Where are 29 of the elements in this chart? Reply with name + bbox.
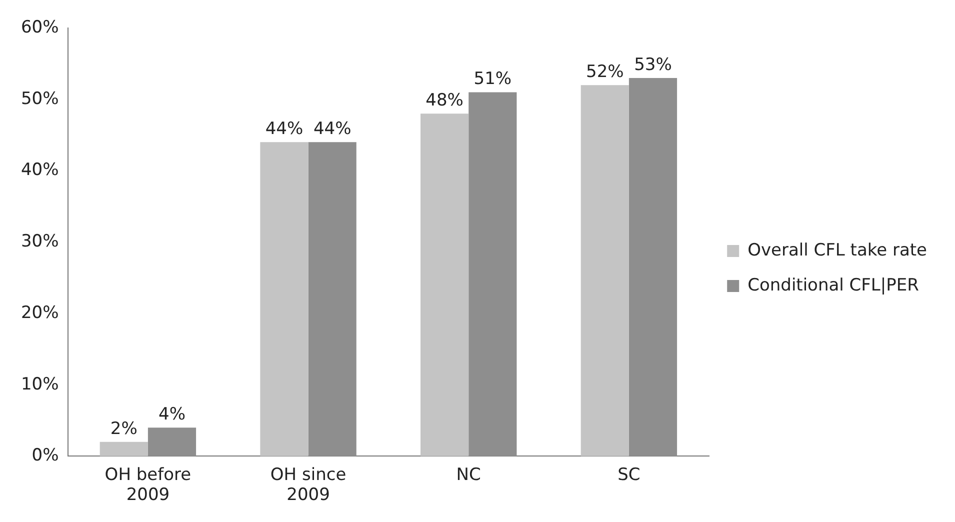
bar xyxy=(148,428,196,456)
data-label: 2% xyxy=(110,418,138,439)
legend-label: Conditional CFL|PER xyxy=(748,275,920,296)
y-tick-label: 30% xyxy=(20,232,59,252)
data-label: 52% xyxy=(586,62,624,82)
data-label: 4% xyxy=(158,404,186,425)
bar xyxy=(420,114,469,456)
data-label: 48% xyxy=(426,90,464,111)
x-tick-label: OH before 2009 xyxy=(104,464,192,506)
data-label: 53% xyxy=(634,54,672,75)
bar xyxy=(580,85,629,456)
data-label: 44% xyxy=(313,119,352,140)
x-tick-label: OH since 2009 xyxy=(270,464,346,506)
y-tick-label: 10% xyxy=(20,374,59,394)
x-tick-label: SC xyxy=(618,464,640,485)
data-label: 44% xyxy=(265,119,304,140)
y-tick-label: 60% xyxy=(20,17,59,38)
bar xyxy=(308,142,356,456)
y-tick-label: 20% xyxy=(20,302,59,323)
x-tick-label: NC xyxy=(456,464,481,485)
y-tick-label: 0% xyxy=(32,446,59,466)
bar xyxy=(260,142,308,456)
y-tick-label: 40% xyxy=(20,160,59,180)
bar xyxy=(100,442,148,456)
bar xyxy=(468,92,517,456)
legend-label: Overall CFL take rate xyxy=(748,240,928,260)
bar xyxy=(628,78,678,456)
data-label: 51% xyxy=(474,69,512,90)
y-tick-label: 50% xyxy=(20,88,59,109)
